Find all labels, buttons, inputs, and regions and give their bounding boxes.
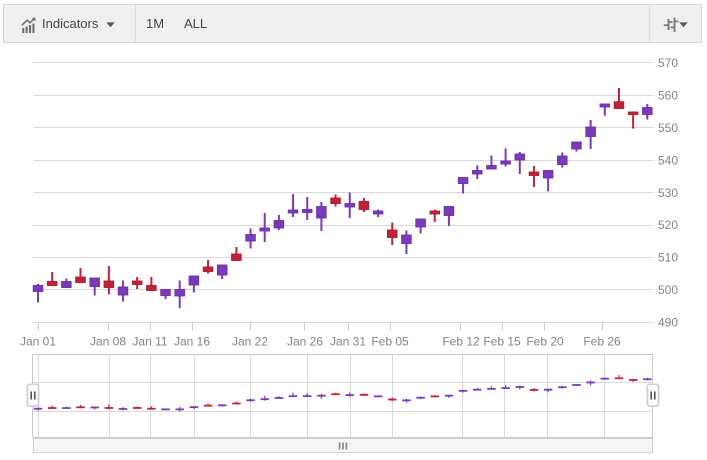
svg-text:500: 500 — [658, 283, 678, 297]
svg-text:Jan 31: Jan 31 — [330, 335, 366, 349]
svg-text:570: 570 — [658, 56, 678, 70]
svg-text:Feb 20: Feb 20 — [526, 335, 564, 349]
svg-text:Jan 08: Jan 08 — [90, 335, 126, 349]
svg-text:Jan 22: Jan 22 — [232, 335, 268, 349]
svg-text:Jan 11: Jan 11 — [132, 335, 167, 349]
svg-text:550: 550 — [658, 121, 678, 135]
svg-text:540: 540 — [658, 153, 678, 167]
svg-text:Jan 01: Jan 01 — [20, 335, 56, 349]
svg-text:530: 530 — [658, 186, 678, 200]
svg-text:Feb 12: Feb 12 — [442, 335, 480, 349]
svg-text:490: 490 — [658, 316, 678, 330]
svg-text:Feb 15: Feb 15 — [483, 335, 521, 349]
svg-text:Feb 05: Feb 05 — [371, 335, 409, 349]
svg-text:Jan 16: Jan 16 — [174, 335, 210, 349]
svg-text:560: 560 — [658, 89, 678, 103]
svg-text:Feb 26: Feb 26 — [583, 335, 621, 349]
svg-text:520: 520 — [658, 218, 678, 232]
svg-text:510: 510 — [658, 251, 678, 265]
svg-text:Jan 26: Jan 26 — [287, 335, 323, 349]
